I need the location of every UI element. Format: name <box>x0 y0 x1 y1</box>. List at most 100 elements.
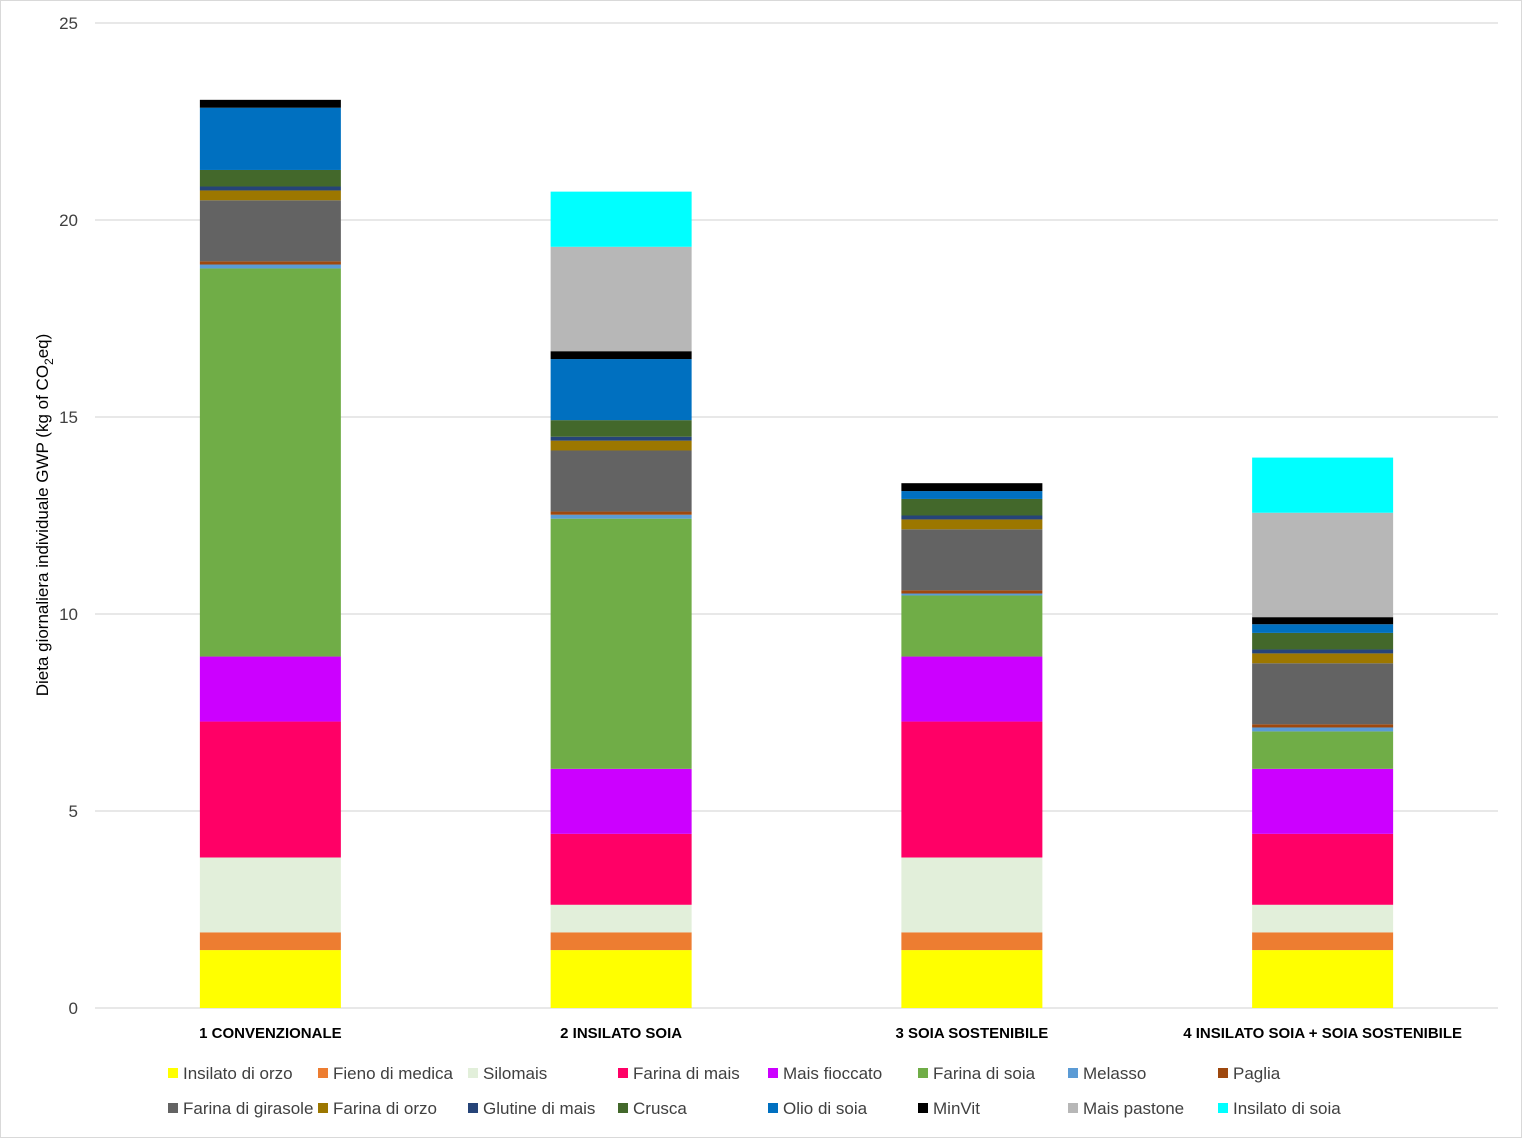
legend-swatch <box>768 1103 778 1113</box>
category-label: 3 SOIA SOSTENIBILE <box>895 1025 1048 1042</box>
bar-segment <box>901 515 1043 520</box>
legend-label: Crusca <box>633 1099 687 1118</box>
bar-segment <box>199 721 341 858</box>
bar-segment <box>1252 653 1394 664</box>
bar-segment <box>1252 950 1394 1008</box>
bar-segment <box>901 590 1043 594</box>
bar-segment <box>1252 649 1394 654</box>
y-tick-labels: 0 5 10 15 20 25 <box>59 14 78 1018</box>
legend-label: Fieno di medica <box>333 1064 454 1083</box>
category-labels: 1 CONVENZIONALE 2 INSILATO SOIA 3 SOIA SOS… <box>199 1025 1462 1042</box>
legend-label: Insilato di orzo <box>183 1064 293 1083</box>
bar-segment <box>1252 632 1394 650</box>
bar-segment <box>1252 727 1394 732</box>
bar-segment <box>550 904 692 933</box>
legend-item: Crusca <box>618 1099 687 1118</box>
bar-segment <box>901 519 1043 530</box>
legend-label: Farina di orzo <box>333 1099 437 1118</box>
legend-swatch <box>318 1103 328 1113</box>
legend-swatch <box>168 1068 178 1078</box>
legend-swatch <box>918 1103 928 1113</box>
y-tick-label: 10 <box>59 605 78 624</box>
bar-stack <box>199 99 341 1008</box>
legend-item: Mais fioccato <box>768 1064 882 1083</box>
legend-label: Mais fioccato <box>783 1064 882 1083</box>
legend-swatch <box>1068 1068 1078 1078</box>
legend-label: Farina di girasole <box>183 1099 313 1118</box>
bar-segment <box>199 190 341 201</box>
legend-item: Paglia <box>1218 1064 1281 1083</box>
bar-segment <box>550 511 692 515</box>
bar-segment <box>901 857 1043 933</box>
bar-segment <box>1252 624 1394 633</box>
legend-swatch <box>618 1103 628 1113</box>
bar-segment <box>901 721 1043 858</box>
y-tick-label: 20 <box>59 211 78 230</box>
bar-segment <box>1252 512 1394 618</box>
legend-label: Olio di soia <box>783 1099 868 1118</box>
bar-segment <box>550 351 692 360</box>
legend-item: Farina di mais <box>618 1064 740 1083</box>
legend-swatch <box>468 1103 478 1113</box>
bar-segment <box>199 169 341 187</box>
legend-swatch <box>318 1068 328 1078</box>
bar-segment <box>550 514 692 519</box>
bar-segment <box>901 529 1043 591</box>
bar-segment <box>199 261 341 265</box>
bar-segment <box>1252 932 1394 951</box>
bar-segment <box>199 200 341 262</box>
bar-segment <box>901 593 1043 596</box>
bar-segment <box>901 483 1043 492</box>
legend-label: Paglia <box>1233 1064 1281 1083</box>
bar-segment <box>550 420 692 437</box>
legend-swatch <box>768 1068 778 1078</box>
bar-segment <box>550 440 692 451</box>
legend-label: Melasso <box>1083 1064 1146 1083</box>
bar-segment <box>901 656 1043 722</box>
bar-segment <box>199 264 341 269</box>
bar-segment <box>199 268 341 657</box>
y-tick-label: 5 <box>69 802 78 821</box>
legend-label: Glutine di mais <box>483 1099 595 1118</box>
bar-segment <box>199 99 341 108</box>
legend-item: Mais pastone <box>1068 1099 1184 1118</box>
legend-swatch <box>918 1068 928 1078</box>
bar-segment <box>901 950 1043 1008</box>
y-axis-label: Dieta giornaliera individuale GWP (kg of… <box>33 334 56 697</box>
bar-segment <box>901 595 1043 657</box>
bar-segment <box>550 950 692 1008</box>
legend-item: Melasso <box>1068 1064 1146 1083</box>
bar-segment <box>1252 663 1394 725</box>
category-label: 1 CONVENZIONALE <box>199 1025 342 1042</box>
legend-swatch <box>1068 1103 1078 1113</box>
bar-segment <box>1252 731 1394 769</box>
bar-segment <box>1252 833 1394 905</box>
bar-segment <box>199 932 341 951</box>
legend-item: Glutine di mais <box>468 1099 595 1118</box>
y-tick-label: 15 <box>59 408 78 427</box>
legend-label: Farina di mais <box>633 1064 740 1083</box>
bar-segment <box>199 950 341 1008</box>
legend-swatch <box>618 1068 628 1078</box>
bar-stack <box>901 483 1043 1008</box>
bar-segment <box>1252 724 1394 728</box>
legend-item: Farina di soia <box>918 1064 1036 1083</box>
bar-segment <box>1252 768 1394 834</box>
bar-segment <box>199 186 341 191</box>
bars <box>199 99 1394 1008</box>
legend-item: Farina di orzo <box>318 1099 437 1118</box>
bar-segment <box>550 436 692 441</box>
category-label: 2 INSILATO SOIA <box>560 1025 682 1042</box>
legend-item: Insilato di orzo <box>168 1064 293 1083</box>
y-tick-label: 0 <box>69 999 78 1018</box>
bar-segment <box>550 191 692 247</box>
bar-segment <box>550 768 692 834</box>
legend-item: Silomais <box>468 1064 547 1083</box>
category-label: 4 INSILATO SOIA + SOIA SOSTENIBILE <box>1183 1025 1462 1042</box>
legend-item: Olio di soia <box>768 1099 868 1118</box>
legend-label: Insilato di soia <box>1233 1099 1341 1118</box>
bar-segment <box>199 656 341 722</box>
bar-segment <box>199 107 341 170</box>
bar-segment <box>901 491 1043 499</box>
